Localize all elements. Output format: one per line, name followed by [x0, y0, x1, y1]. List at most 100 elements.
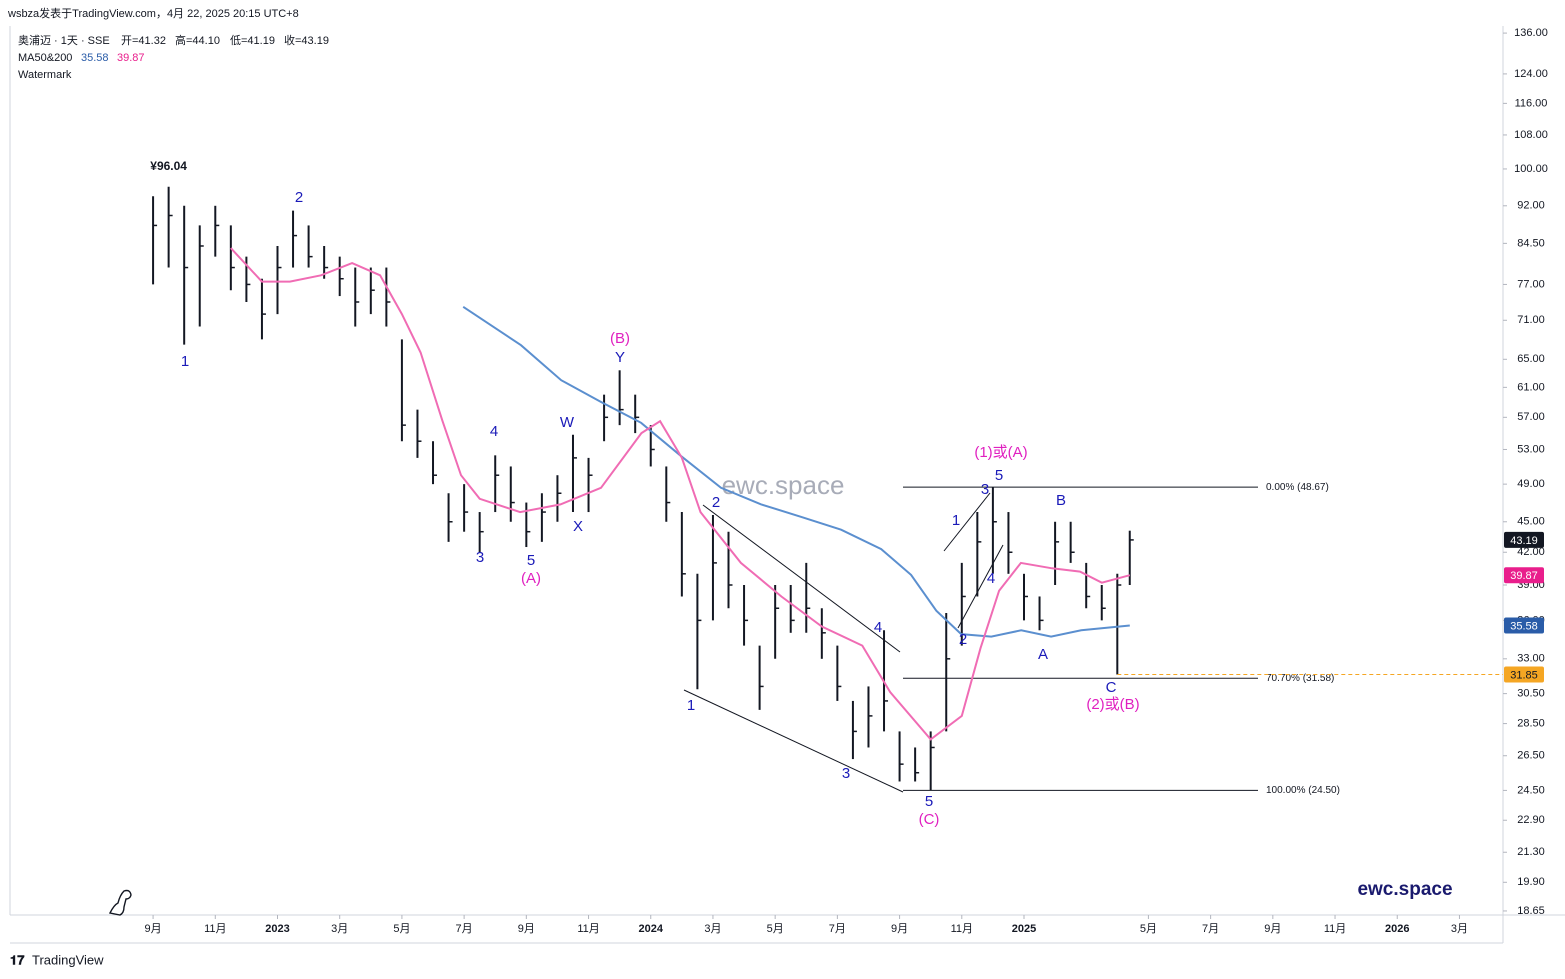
y-tick-label: 84.50 [1517, 237, 1545, 249]
trend-line [943, 492, 991, 552]
x-tick-label: 3月 [1451, 923, 1468, 935]
x-tick-label: 3月 [704, 923, 721, 935]
x-tick-label: 2025 [1012, 923, 1036, 935]
y-tick-label: 77.00 [1517, 278, 1545, 290]
wave-label: 2 [959, 631, 967, 648]
fib-label: 70.70% (31.58) [1266, 673, 1334, 684]
ma-line [462, 305, 1130, 638]
wave-label: (C) [919, 811, 940, 828]
y-tick-label: 57.00 [1517, 411, 1545, 423]
fib-label: 0.00% (48.67) [1266, 482, 1329, 493]
price-badge [1504, 617, 1544, 634]
wave-label: X [573, 518, 583, 535]
byline: wsbza发表于TradingView.com，4月 22, 2025 20:1… [7, 6, 299, 20]
x-tick-label: 2024 [639, 923, 664, 935]
mascot-icon [108, 889, 132, 916]
y-tick-label: 53.00 [1517, 443, 1545, 455]
y-tick-label: 19.90 [1517, 876, 1545, 888]
price-badge [1504, 567, 1544, 584]
y-tick-label: 100.00 [1514, 163, 1548, 175]
y-tick-label: 124.00 [1514, 68, 1548, 80]
legend-open: 开=41.32 [121, 35, 166, 47]
y-tick-label: 26.50 [1517, 750, 1545, 762]
x-tick-label: 7月 [829, 923, 846, 935]
trend-line [957, 544, 1004, 629]
y-tick-label: 24.50 [1517, 784, 1545, 796]
ma-line [230, 247, 1131, 741]
y-tick-label: 116.00 [1515, 97, 1548, 109]
x-tick-label: 11月 [577, 923, 599, 935]
y-tick-label: 22.90 [1517, 814, 1545, 826]
wave-label: 1 [181, 353, 189, 370]
y-tick-label: 28.50 [1517, 717, 1545, 729]
legend-close: 收=43.19 [284, 33, 329, 47]
wave-label: A [1038, 646, 1048, 663]
legend-symbol: 奥浦迈 · 1天 · SSE [18, 33, 110, 47]
price-badge-label: 43.19 [1510, 535, 1538, 547]
price-badge-label: 35.58 [1510, 620, 1538, 632]
y-tick-label: 45.00 [1517, 516, 1545, 528]
wave-label: (2)或(B) [1086, 696, 1139, 713]
legend-ma200: 35.58 [81, 52, 109, 64]
wave-label: 4 [874, 619, 882, 636]
x-tick-label: 9月 [145, 923, 162, 935]
y-tick-label: 18.65 [1517, 905, 1545, 917]
legend-low: 低=41.19 [230, 34, 275, 47]
wave-label: B [1056, 492, 1066, 509]
wave-label: (B) [610, 330, 630, 347]
price-badge-label: 31.85 [1510, 669, 1538, 681]
legend-indicator: MA50&200 [18, 52, 72, 64]
x-tick-label: 11月 [951, 923, 973, 935]
x-tick-label: 2023 [265, 923, 289, 935]
brand: ewc.space [1357, 879, 1452, 900]
wave-label: 3 [476, 549, 484, 566]
wave-label: C [1106, 679, 1117, 696]
legend-watermark: Watermark [18, 69, 72, 81]
wave-label: 4 [490, 423, 498, 440]
max-label: ¥96.04 [150, 159, 187, 173]
legend-ma50: 39.87 [117, 52, 145, 64]
x-tick-label: 7月 [1202, 923, 1219, 935]
y-tick-label: 42.00 [1517, 546, 1545, 558]
y-tick-label: 33.00 [1517, 653, 1545, 665]
x-tick-label: 11月 [204, 923, 226, 935]
watermark: ewc.space [722, 470, 845, 500]
y-tick-label: 30.50 [1517, 688, 1545, 700]
x-tick-label: 5月 [767, 923, 784, 935]
price-badge-label: 39.87 [1510, 570, 1538, 582]
wave-label: W [560, 414, 575, 431]
footer-logo: 𝟏𝟕 [10, 952, 25, 967]
x-tick-label: 7月 [456, 923, 473, 935]
footer: TradingView [32, 952, 104, 967]
y-tick-label: 65.00 [1517, 353, 1545, 365]
wave-label: (1)或(A) [974, 444, 1027, 461]
wave-label: 3 [842, 765, 850, 782]
wave-label: 2 [712, 494, 720, 511]
wave-label: (A) [521, 570, 541, 587]
wave-label: Y [615, 349, 625, 366]
x-tick-label: 3月 [331, 923, 348, 935]
y-tick-label: 49.00 [1517, 478, 1545, 490]
wave-label: 5 [527, 552, 535, 569]
x-tick-label: 2026 [1385, 923, 1409, 935]
wave-label: 4 [987, 570, 995, 587]
x-tick-label: 5月 [393, 923, 410, 935]
price-badge [1504, 531, 1544, 548]
x-tick-label: 9月 [891, 923, 908, 935]
fib-label: 100.00% (24.50) [1266, 785, 1340, 796]
x-tick-label: 5月 [1140, 923, 1157, 935]
trend-line [702, 504, 901, 653]
wave-label: 5 [995, 467, 1003, 484]
wave-label: 2 [295, 189, 303, 206]
x-tick-label: 9月 [518, 923, 535, 935]
y-tick-label: 108.00 [1514, 129, 1548, 141]
wave-label: 1 [952, 512, 960, 529]
y-tick-label: 61.00 [1517, 381, 1545, 393]
wave-label: 3 [981, 481, 989, 498]
price-badge [1504, 666, 1544, 683]
y-tick-label: 21.30 [1517, 846, 1545, 858]
y-tick-label: 136.00 [1514, 27, 1548, 39]
